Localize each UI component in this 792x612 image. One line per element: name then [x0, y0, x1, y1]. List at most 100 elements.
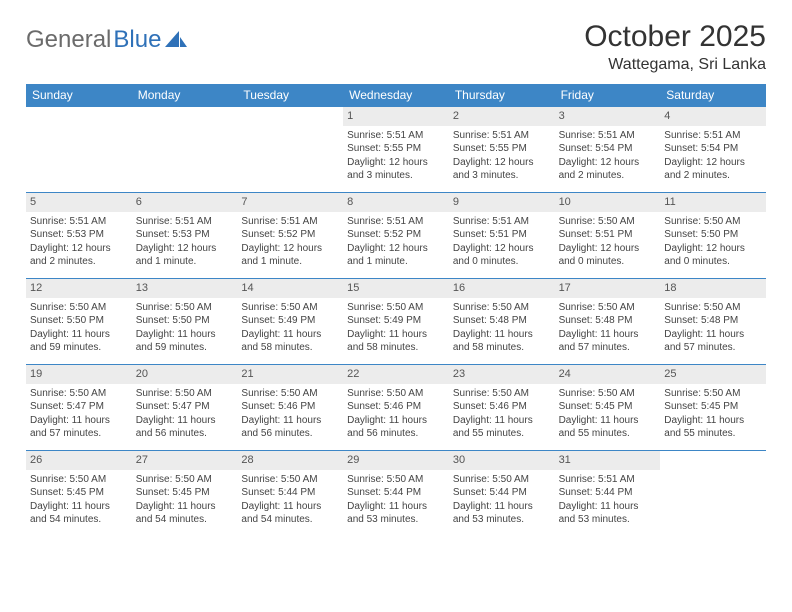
- daylight-text: Daylight: 11 hours and 53 minutes.: [347, 500, 445, 527]
- calendar-cell: 19Sunrise: 5:50 AMSunset: 5:47 PMDayligh…: [26, 364, 132, 450]
- day-number: 29: [343, 451, 449, 470]
- sunrise-text: Sunrise: 5:50 AM: [30, 301, 128, 315]
- sunrise-text: Sunrise: 5:50 AM: [664, 387, 762, 401]
- sunset-text: Sunset: 5:55 PM: [453, 142, 551, 156]
- cell-body: Sunrise: 5:51 AMSunset: 5:52 PMDaylight:…: [237, 212, 343, 275]
- sunrise-text: Sunrise: 5:51 AM: [30, 215, 128, 229]
- cell-body: Sunrise: 5:51 AMSunset: 5:44 PMDaylight:…: [555, 470, 661, 533]
- daylight-text: Daylight: 12 hours and 1 minute.: [347, 242, 445, 269]
- logo: GeneralBlue: [26, 20, 187, 54]
- calendar-cell: 29 Sunrise: 5:50 AMSunset: 5:44 PMDayligh…: [343, 450, 449, 536]
- cell-body: Sunrise: 5:50 AMSunset: 5:46 PMDaylight:…: [449, 384, 555, 447]
- sunrise-text: Sunrise: 5:50 AM: [30, 387, 128, 401]
- month-title: October 2025: [584, 20, 766, 54]
- sunrise-text: Sunrise: 5:51 AM: [347, 129, 445, 143]
- day-number: 18: [660, 279, 766, 298]
- day-header: Monday: [132, 84, 238, 106]
- location: Wattegama, Sri Lanka: [584, 56, 766, 74]
- calendar-cell: 8Sunrise: 5:51 AMSunset: 5:52 PMDaylight…: [343, 192, 449, 278]
- calendar-cell: 9Sunrise: 5:51 AMSunset: 5:51 PMDaylight…: [449, 192, 555, 278]
- sunset-text: Sunset: 5:48 PM: [559, 314, 657, 328]
- sunset-text: Sunset: 5:51 PM: [559, 228, 657, 242]
- calendar-cell: 26Sunrise: 5:50 AMSunset: 5:45 PMDayligh…: [26, 450, 132, 536]
- sunset-text: Sunset: 5:53 PM: [30, 228, 128, 242]
- sunset-text: Sunset: 5:46 PM: [453, 400, 551, 414]
- day-header: Sunday: [26, 84, 132, 106]
- cell-body: Sunrise: 5:51 AMSunset: 5:53 PMDaylight:…: [26, 212, 132, 275]
- day-number: 3: [555, 107, 661, 126]
- day-number: 13: [132, 279, 238, 298]
- day-number: 11: [660, 193, 766, 212]
- day-number: 12: [26, 279, 132, 298]
- day-number: 10: [555, 193, 661, 212]
- sunset-text: Sunset: 5:48 PM: [453, 314, 551, 328]
- calendar-cell: 1 Sunrise: 5:51 AMSunset: 5:55 PMDaylight…: [343, 106, 449, 192]
- sunset-text: Sunset: 5:55 PM: [347, 142, 445, 156]
- calendar-cell: 12Sunrise: 5:50 AMSunset: 5:50 PMDayligh…: [26, 278, 132, 364]
- calendar-cell: 2Sunrise: 5:51 AMSunset: 5:55 PMDaylight…: [449, 106, 555, 192]
- day-header: Saturday: [660, 84, 766, 106]
- cell-body: Sunrise: 5:50 AMSunset: 5:50 PMDaylight:…: [660, 212, 766, 275]
- sunrise-text: Sunrise: 5:50 AM: [347, 473, 445, 487]
- sunrise-text: Sunrise: 5:51 AM: [453, 215, 551, 229]
- sunset-text: Sunset: 5:53 PM: [136, 228, 234, 242]
- day-number: 21: [237, 365, 343, 384]
- calendar-cell: 18 Sunrise: 5:50 AMSunset: 5:48 PMDayligh…: [660, 278, 766, 364]
- sunset-text: Sunset: 5:54 PM: [664, 142, 762, 156]
- sunset-text: Sunset: 5:49 PM: [347, 314, 445, 328]
- daylight-text: Daylight: 11 hours and 55 minutes.: [453, 414, 551, 441]
- day-number: 9: [449, 193, 555, 212]
- daylight-text: Daylight: 12 hours and 0 minutes.: [559, 242, 657, 269]
- sunset-text: Sunset: 5:52 PM: [347, 228, 445, 242]
- daylight-text: Daylight: 12 hours and 3 minutes.: [347, 156, 445, 183]
- logo-text-gray: General: [26, 26, 111, 54]
- daylight-text: Daylight: 11 hours and 54 minutes.: [30, 500, 128, 527]
- day-number: 5: [26, 193, 132, 212]
- daylight-text: Daylight: 11 hours and 56 minutes.: [241, 414, 339, 441]
- daylight-text: Daylight: 11 hours and 54 minutes.: [136, 500, 234, 527]
- calendar-cell: 25Sunrise: 5:50 AMSunset: 5:45 PMDayligh…: [660, 364, 766, 450]
- sunset-text: Sunset: 5:47 PM: [30, 400, 128, 414]
- title-block: October 2025 Wattegama, Sri Lanka: [584, 20, 766, 74]
- sunrise-text: Sunrise: 5:50 AM: [453, 387, 551, 401]
- day-header: Tuesday: [237, 84, 343, 106]
- calendar-cell: [132, 106, 238, 192]
- calendar-cell: 7Sunrise: 5:51 AMSunset: 5:52 PMDaylight…: [237, 192, 343, 278]
- sunset-text: Sunset: 5:46 PM: [347, 400, 445, 414]
- daylight-text: Daylight: 12 hours and 0 minutes.: [453, 242, 551, 269]
- calendar-cell: 5Sunrise: 5:51 AMSunset: 5:53 PMDaylight…: [26, 192, 132, 278]
- sunrise-text: Sunrise: 5:50 AM: [241, 473, 339, 487]
- sunrise-text: Sunrise: 5:50 AM: [241, 301, 339, 315]
- daylight-text: Daylight: 11 hours and 58 minutes.: [241, 328, 339, 355]
- calendar-cell: 11Sunrise: 5:50 AMSunset: 5:50 PMDayligh…: [660, 192, 766, 278]
- cell-body: Sunrise: 5:50 AMSunset: 5:48 PMDaylight:…: [449, 298, 555, 361]
- day-number: 30: [449, 451, 555, 470]
- daylight-text: Daylight: 11 hours and 57 minutes.: [664, 328, 762, 355]
- day-number: 17: [555, 279, 661, 298]
- calendar-cell: 6Sunrise: 5:51 AMSunset: 5:53 PMDaylight…: [132, 192, 238, 278]
- daylight-text: Daylight: 11 hours and 55 minutes.: [664, 414, 762, 441]
- day-number: 7: [237, 193, 343, 212]
- daylight-text: Daylight: 11 hours and 58 minutes.: [347, 328, 445, 355]
- daylight-text: Daylight: 11 hours and 56 minutes.: [136, 414, 234, 441]
- header: GeneralBlue October 2025 Wattegama, Sri …: [26, 20, 766, 74]
- sunset-text: Sunset: 5:48 PM: [664, 314, 762, 328]
- sunrise-text: Sunrise: 5:50 AM: [136, 301, 234, 315]
- sunrise-text: Sunrise: 5:50 AM: [30, 473, 128, 487]
- day-number: 31: [555, 451, 661, 470]
- day-number: 14: [237, 279, 343, 298]
- sunset-text: Sunset: 5:44 PM: [241, 486, 339, 500]
- daylight-text: Daylight: 12 hours and 2 minutes.: [664, 156, 762, 183]
- cell-body: Sunrise: 5:51 AMSunset: 5:54 PMDaylight:…: [660, 126, 766, 189]
- sunrise-text: Sunrise: 5:50 AM: [664, 301, 762, 315]
- calendar-cell: 23Sunrise: 5:50 AMSunset: 5:46 PMDayligh…: [449, 364, 555, 450]
- cell-body: Sunrise: 5:50 AMSunset: 5:46 PMDaylight:…: [343, 384, 449, 447]
- sunrise-text: Sunrise: 5:51 AM: [453, 129, 551, 143]
- sunset-text: Sunset: 5:44 PM: [347, 486, 445, 500]
- day-header: Thursday: [449, 84, 555, 106]
- calendar-cell: 24Sunrise: 5:50 AMSunset: 5:45 PMDayligh…: [555, 364, 661, 450]
- logo-sail-icon: [165, 31, 187, 49]
- sunset-text: Sunset: 5:50 PM: [136, 314, 234, 328]
- day-number: 1: [343, 107, 449, 126]
- day-number: 16: [449, 279, 555, 298]
